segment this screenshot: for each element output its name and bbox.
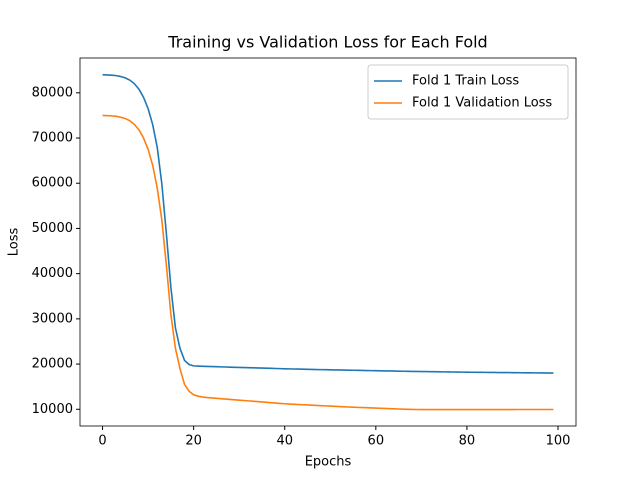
y-tick-label: 70000 (32, 131, 73, 146)
y-tick-label: 20000 (32, 357, 73, 372)
x-tick-label: 0 (98, 434, 106, 449)
x-axis-label: Epochs (305, 455, 352, 470)
chart-title: Training vs Validation Loss for Each Fol… (167, 33, 487, 52)
x-tick-label: 80 (459, 434, 476, 449)
x-tick-label: 20 (185, 434, 202, 449)
y-tick-label: 40000 (32, 266, 73, 281)
x-tick-label: 60 (368, 434, 385, 449)
legend-label: Fold 1 Validation Loss (412, 96, 552, 111)
y-tick-label: 60000 (32, 176, 73, 191)
legend-box (367, 64, 569, 120)
series-line (102, 73, 554, 374)
x-tick-label: 100 (546, 434, 571, 449)
series-line (102, 114, 554, 411)
y-tick-label: 30000 (32, 311, 73, 326)
plot-frame (79, 57, 577, 427)
y-tick-label: 10000 (32, 402, 73, 417)
x-tick-label: 40 (276, 434, 293, 449)
y-tick-label: 50000 (32, 221, 73, 236)
legend-label: Fold 1 Train Loss (412, 74, 519, 89)
y-axis-label: Loss (7, 228, 22, 257)
y-tick-label: 80000 (32, 85, 73, 100)
